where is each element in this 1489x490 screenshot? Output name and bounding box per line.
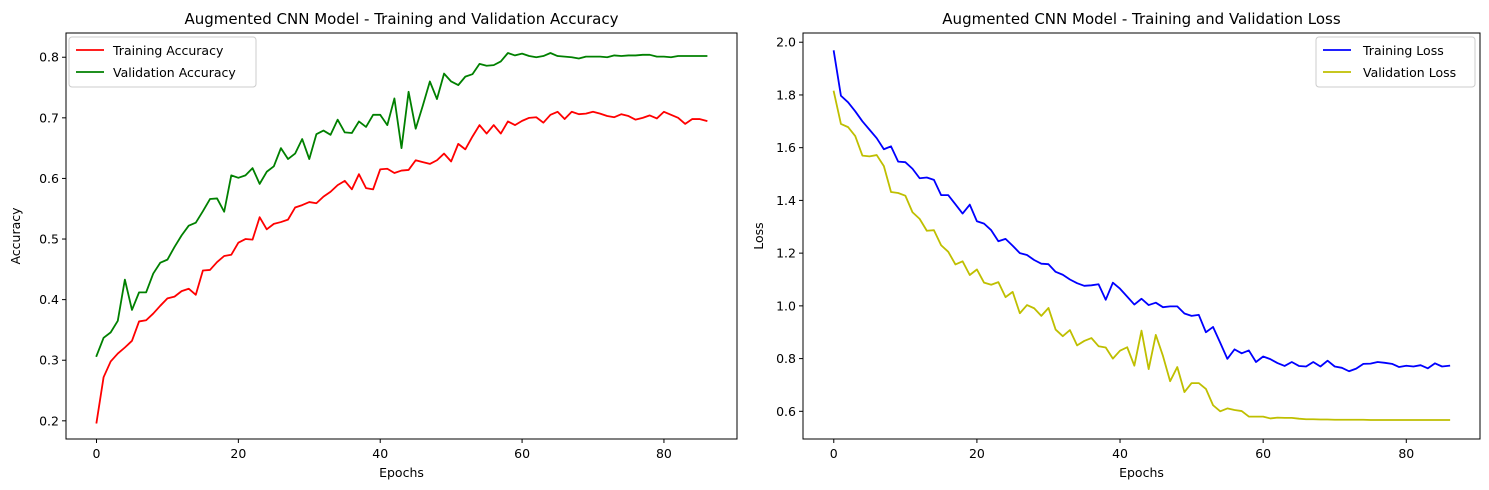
loss-y-tick-label: 2.0 (776, 35, 796, 50)
loss-y-tick-label: 0.8 (776, 351, 796, 366)
accuracy-x-tick-label: 0 (93, 446, 101, 461)
loss-y-axis-label: Loss (751, 222, 766, 249)
accuracy-x-tick-label: 20 (230, 446, 246, 461)
loss-y-tick-label: 1.8 (776, 87, 796, 102)
accuracy-x-axis-label: Epochs (379, 465, 424, 480)
series-line-validation-accuracy (95, 52, 708, 358)
accuracy-x-tick-label: 80 (656, 446, 672, 461)
loss-x-tick-label: 20 (969, 446, 985, 461)
loss-series-layer (832, 50, 1451, 421)
loss-y-tick-label: 0.6 (776, 404, 796, 419)
loss-x-tick-label: 0 (830, 446, 838, 461)
loss-legend: Training Loss Validation Loss (1315, 36, 1476, 88)
loss-x-axis-label: Epochs (1119, 465, 1164, 480)
loss-y-tick-label: 1.0 (776, 298, 796, 313)
loss-y-tick-label: 1.2 (776, 246, 796, 261)
loss-x-tick-label: 60 (1255, 446, 1271, 461)
loss-chart-title: Augmented CNN Model - Training and Valid… (942, 10, 1341, 28)
accuracy-y-tick-label: 0.5 (39, 232, 59, 247)
accuracy-y-tick-label: 0.3 (39, 353, 59, 368)
accuracy-chart-panel: 0 20 40 60 80 0.2 0.3 0.4 0.5 0.6 0.7 0.8 Augmente… (8, 10, 738, 480)
loss-x-ticks: 0 20 40 60 80 (830, 439, 1414, 461)
legend-label-training-accuracy: Training Accuracy (112, 43, 224, 58)
loss-y-tick-label: 1.4 (776, 193, 796, 208)
loss-x-tick-label: 40 (1112, 446, 1128, 461)
accuracy-y-tick-label: 0.6 (39, 171, 59, 186)
accuracy-y-axis-label: Accuracy (8, 207, 23, 265)
accuracy-legend: Training Accuracy Validation Accuracy (68, 36, 257, 88)
loss-legend-box (1315, 36, 1476, 88)
series-line-training-accuracy (95, 110, 708, 424)
loss-plot-frame (802, 32, 1481, 440)
accuracy-series-layer (95, 52, 708, 424)
loss-y-ticks: 0.6 0.8 1.0 1.2 1.4 1.6 1.8 2.0 (776, 35, 803, 419)
legend-label-training-loss: Training Loss (1362, 43, 1444, 58)
accuracy-legend-box (68, 36, 257, 88)
accuracy-y-tick-label: 0.2 (39, 413, 59, 428)
accuracy-x-tick-label: 40 (372, 446, 388, 461)
accuracy-y-tick-label: 0.8 (39, 50, 59, 65)
series-line-validation-loss (832, 90, 1451, 421)
legend-label-validation-accuracy: Validation Accuracy (113, 65, 236, 80)
loss-y-tick-label: 1.6 (776, 140, 796, 155)
accuracy-y-ticks: 0.2 0.3 0.4 0.5 0.6 0.7 0.8 (39, 50, 66, 428)
legend-label-validation-loss: Validation Loss (1363, 65, 1456, 80)
accuracy-chart-title: Augmented CNN Model - Training and Valid… (185, 10, 619, 28)
accuracy-plot-frame (65, 32, 738, 440)
accuracy-y-tick-label: 0.7 (39, 110, 59, 125)
loss-x-tick-label: 80 (1398, 446, 1414, 461)
accuracy-y-tick-label: 0.4 (39, 292, 59, 307)
series-line-training-loss (832, 50, 1451, 373)
accuracy-x-tick-label: 60 (514, 446, 530, 461)
loss-chart-panel: 0 20 40 60 80 0.6 0.8 1.0 1.2 1.4 1.6 1.8 2.0 Augme… (751, 10, 1481, 480)
accuracy-x-ticks: 0 20 40 60 80 (93, 439, 672, 461)
